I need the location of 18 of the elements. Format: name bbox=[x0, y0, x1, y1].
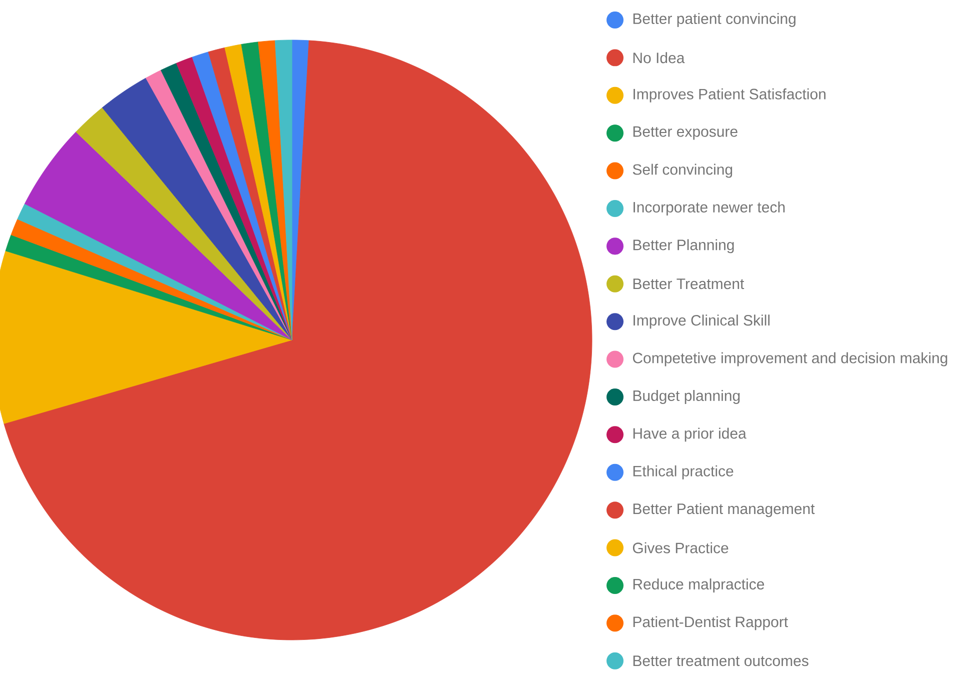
legend-label: Reduce malpractice bbox=[633, 578, 764, 592]
legend-label: Better exposure bbox=[633, 126, 738, 140]
legend-label: Ethical practice bbox=[633, 465, 734, 480]
legend-label: Have a prior idea bbox=[633, 428, 746, 442]
legend-label: Gives Practice bbox=[632, 542, 728, 554]
legend-label: No Idea bbox=[633, 52, 685, 64]
legend-label: Better Patient management bbox=[633, 503, 815, 518]
legend-label: Improve Clinical Skill bbox=[634, 314, 770, 329]
legend-label: Better patient convincing bbox=[633, 13, 796, 27]
legend-label: Better Treatment bbox=[633, 278, 744, 290]
legend-label: Self convincing bbox=[632, 164, 732, 178]
legend-label: Improves Patient Satisfaction bbox=[634, 88, 826, 102]
legend-label: Patient-Dentist Rapport bbox=[633, 616, 788, 630]
legend-label: Incorporate newer tech bbox=[634, 201, 785, 216]
legend-label: Budget planning bbox=[633, 390, 740, 404]
legend-label: Better treatment outcomes bbox=[633, 656, 808, 666]
legend-label: Better Planning bbox=[633, 239, 734, 254]
legend-label: Competetive improvement and decision making bbox=[632, 352, 948, 366]
